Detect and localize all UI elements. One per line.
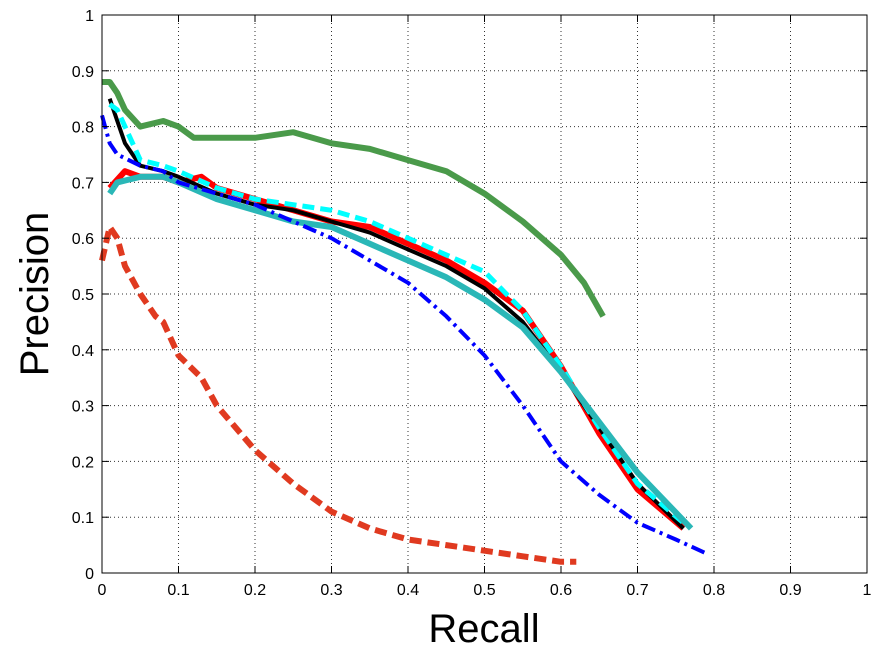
x-tick-label: 0.3 (320, 582, 342, 599)
y-tick-label: 0.1 (72, 510, 94, 527)
y-tick-label: 0.3 (72, 399, 94, 416)
series-line-5 (108, 102, 686, 525)
y-tick-label: 0.2 (72, 454, 94, 471)
x-tick-label: 0.2 (244, 582, 266, 599)
y-tick-label: 0.7 (72, 175, 94, 192)
x-tick-label: 0.7 (626, 582, 648, 599)
y-tick-label: 0.5 (72, 287, 94, 304)
x-tick-label: 0.8 (703, 582, 725, 599)
y-axis-label: Precision (13, 212, 57, 377)
y-tick-label: 1 (85, 8, 94, 25)
y-tick-label: 0 (85, 566, 94, 583)
y-tick-label: 0.8 (72, 120, 94, 137)
series-line-7 (100, 114, 708, 556)
y-tick-label: 0.9 (72, 64, 94, 81)
y-tick-label: 0.6 (72, 231, 94, 248)
tick-labels: 0 0.1 0.2 0.3 0.4 0.5 0.6 0.7 0.8 0.9 1 0 0.1 0.2 0.3 0… (72, 8, 872, 599)
x-tick-label: 0.4 (397, 582, 419, 599)
x-tick-label: 0.1 (167, 582, 189, 599)
tick-marks (101, 14, 868, 574)
x-axis-label: Recall (428, 607, 539, 651)
series-line-1 (102, 79, 606, 318)
x-tick-label: 0 (98, 582, 107, 599)
x-tick-label: 0.6 (550, 582, 572, 599)
y-tick-label: 0.4 (72, 343, 94, 360)
plot-background (102, 15, 867, 573)
x-tick-label: 1 (863, 582, 872, 599)
series-group (99, 79, 708, 565)
series-line-2 (99, 224, 577, 565)
x-tick-label: 0.5 (473, 582, 495, 599)
series-line-6 (107, 173, 694, 531)
x-tick-label: 0.9 (779, 582, 801, 599)
